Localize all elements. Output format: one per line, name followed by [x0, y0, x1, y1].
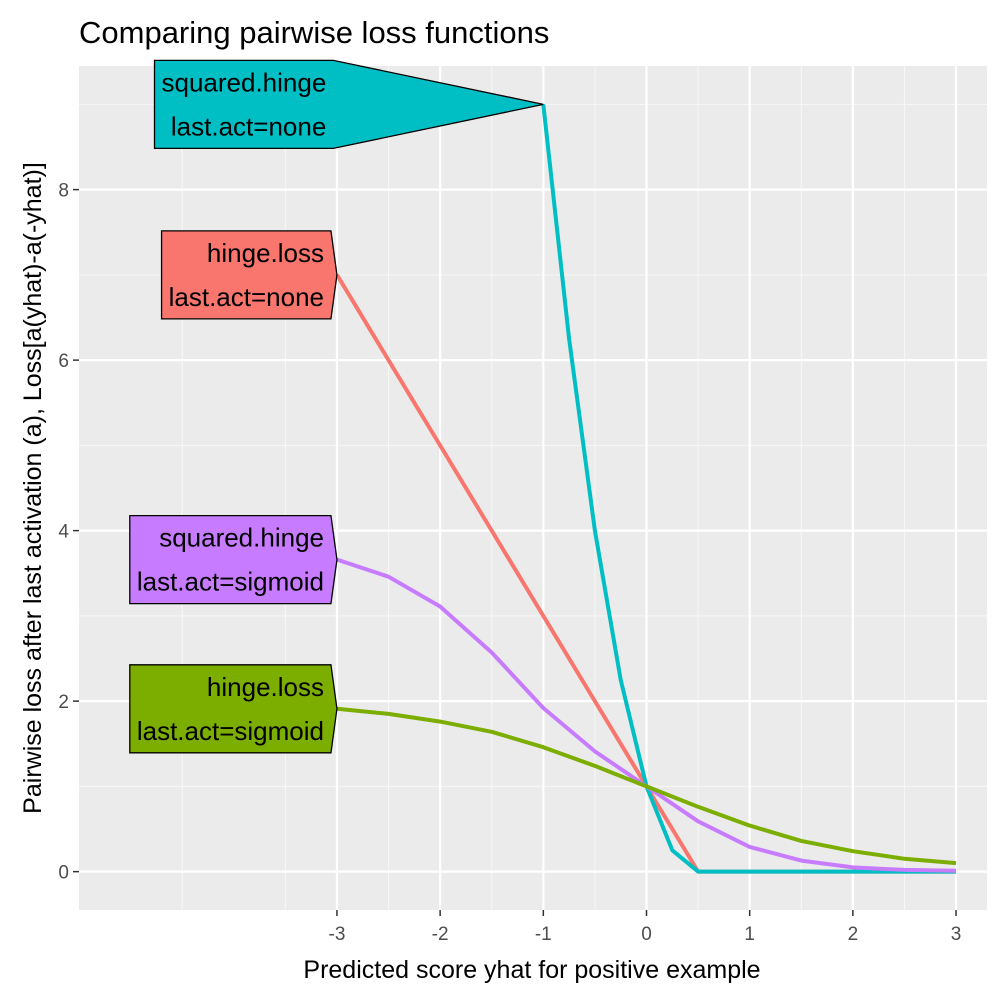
- series-line-3: [336, 706, 957, 866]
- x-tick-label: 1: [744, 924, 755, 945]
- series-label-line: squared.hinge: [161, 67, 326, 97]
- y-axis-ticks: 0 2 4 6 8: [58, 181, 79, 884]
- plot-panel: [79, 66, 987, 910]
- series-label-line: hinge.loss: [207, 238, 324, 268]
- series-label-line: last.act=sigmoid: [137, 716, 324, 746]
- y-axis-title: Pairwise loss after last activation (a),…: [19, 162, 47, 814]
- y-tick-label: 2: [58, 692, 69, 713]
- major-gridlines: [79, 66, 987, 910]
- chart-title: Comparing pairwise loss functions: [79, 15, 549, 50]
- y-tick-label: 4: [58, 522, 69, 543]
- series-label-box: [160, 230, 338, 320]
- x-tick-label: -2: [432, 924, 449, 945]
- series-label-line: last.act=sigmoid: [137, 567, 324, 597]
- series-label-1: squared.hinge last.act=none: [153, 59, 544, 150]
- x-tick-label: -3: [329, 924, 346, 945]
- x-axis-title: Predicted score yhat for positive exampl…: [303, 956, 760, 984]
- minor-gridlines: [79, 66, 987, 910]
- x-tick-label: 3: [951, 924, 962, 945]
- series-label-line: last.act=none: [169, 282, 324, 312]
- series-label-line: squared.hinge: [159, 523, 324, 553]
- x-tick-label: 2: [848, 924, 859, 945]
- series-label-box: [129, 514, 338, 605]
- series-label-box: [153, 59, 544, 150]
- series-label-0: hinge.loss last.act=none: [160, 230, 338, 320]
- y-tick-label: 8: [58, 181, 69, 202]
- series-lines: [335, 104, 957, 874]
- series-label-line: hinge.loss: [207, 672, 324, 702]
- y-tick-label: 0: [58, 863, 69, 884]
- series-label-line: last.act=none: [171, 111, 326, 141]
- series-label-box: [129, 664, 338, 754]
- x-axis-ticks: -3 -2 -1 0 1 2 3: [329, 910, 962, 945]
- x-tick-label: 0: [641, 924, 652, 945]
- series-label-3: hinge.loss last.act=sigmoid: [129, 664, 338, 754]
- series-labels: hinge.loss last.act=none squared.hinge last…: [129, 59, 544, 754]
- x-tick-label: -1: [535, 924, 552, 945]
- series-label-2: squared.hinge last.act=sigmoid: [129, 514, 338, 605]
- y-tick-label: 6: [58, 351, 69, 372]
- series-line-1: [541, 104, 956, 874]
